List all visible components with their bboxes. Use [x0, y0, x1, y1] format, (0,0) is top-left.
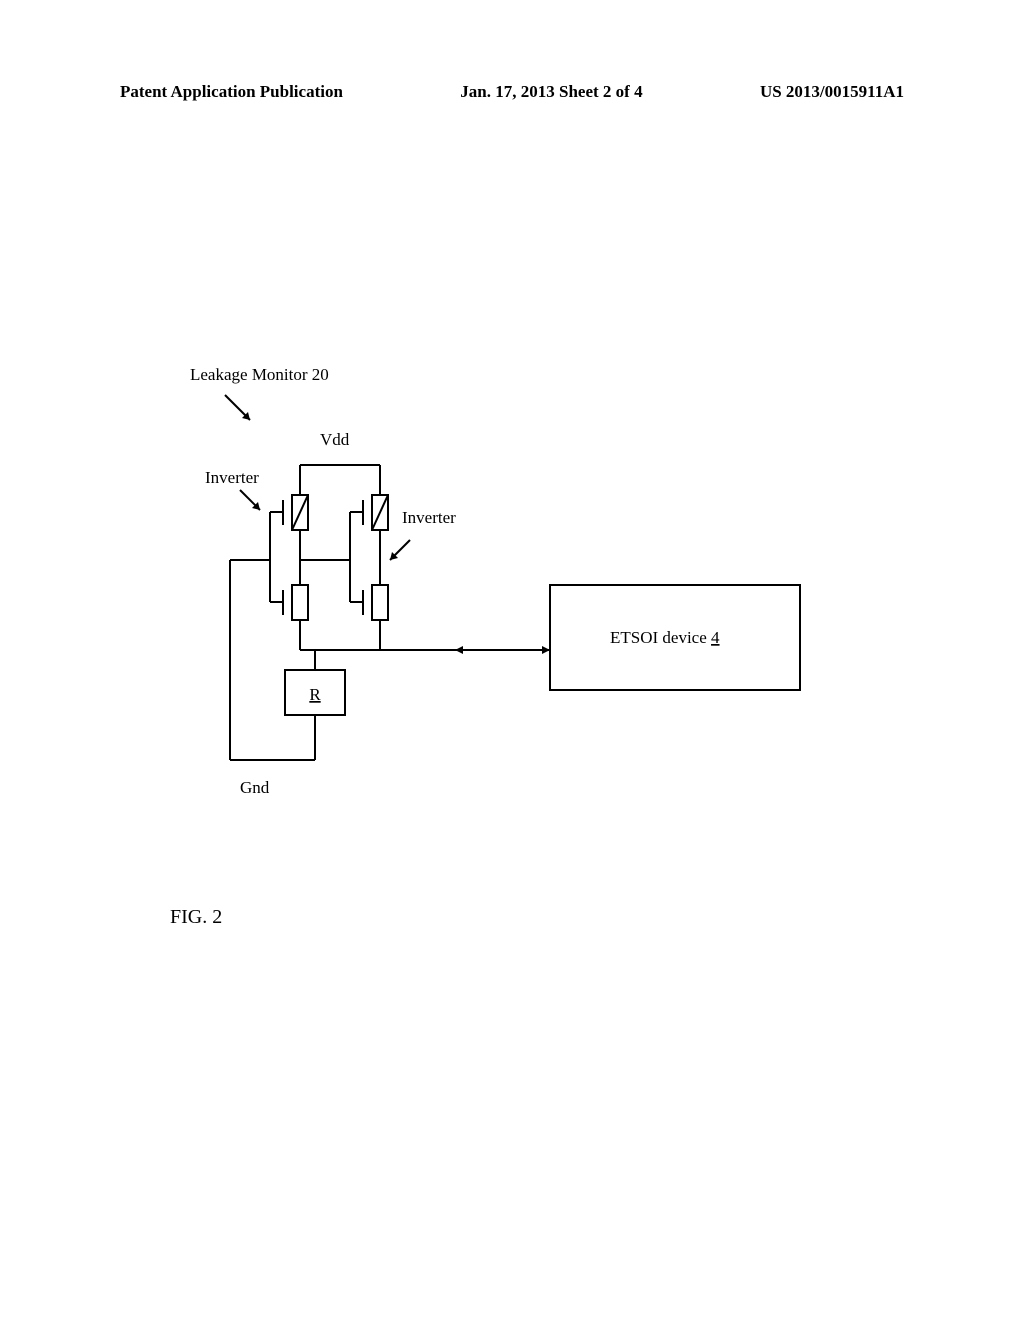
header-left: Patent Application Publication: [120, 82, 343, 102]
circuit-diagram: R ETSOI device 4: [170, 360, 870, 840]
figure-label: FIG. 2: [170, 906, 222, 929]
resistor-label: R: [309, 685, 321, 704]
etsoi-device-label: ETSOI device 4: [610, 628, 720, 647]
header-center: Jan. 17, 2013 Sheet 2 of 4: [460, 82, 642, 102]
header-right: US 2013/0015911A1: [760, 82, 904, 102]
page-header: Patent Application Publication Jan. 17, …: [120, 82, 904, 102]
